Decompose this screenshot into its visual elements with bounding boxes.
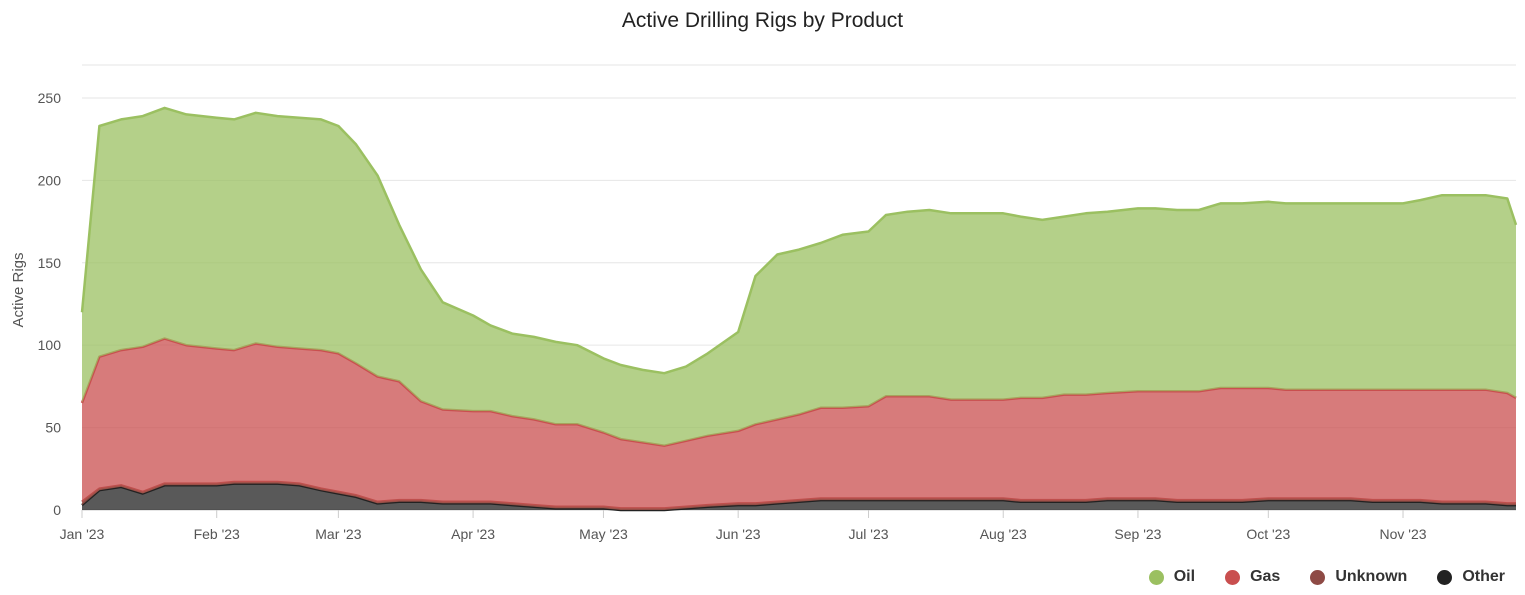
legend-item-oil[interactable]: Oil bbox=[1148, 568, 1196, 586]
legend-label: Other bbox=[1462, 568, 1505, 585]
other-swatch-icon bbox=[1437, 569, 1453, 585]
chart-legend: Oil Gas Unknown Other bbox=[1148, 568, 1505, 586]
legend-item-other[interactable]: Other bbox=[1437, 568, 1505, 586]
x-tick-label: Nov '23 bbox=[1380, 526, 1427, 542]
legend-label: Unknown bbox=[1335, 568, 1408, 585]
y-axis-title: Active Rigs bbox=[10, 252, 27, 327]
y-tick-label: 250 bbox=[38, 90, 62, 106]
area-gas[interactable] bbox=[82, 338, 1516, 509]
y-tick-label: 200 bbox=[38, 172, 62, 188]
y-tick-label: 100 bbox=[38, 337, 62, 353]
x-tick-label: May '23 bbox=[579, 526, 628, 542]
x-tick-label: Mar '23 bbox=[315, 526, 361, 542]
area-unknown[interactable] bbox=[82, 482, 1516, 510]
x-tick-label: Jan '23 bbox=[60, 526, 105, 542]
y-tick-label: 0 bbox=[53, 502, 61, 518]
axis-ticks: 0 50 100 150 200 250 Jan '23 Feb '23 Mar '23 Apr … bbox=[38, 90, 1427, 542]
area-oil[interactable] bbox=[82, 107, 1516, 446]
x-tick-label: Apr '23 bbox=[451, 526, 495, 542]
y-tick-label: 50 bbox=[45, 420, 61, 436]
x-tick-label: Jul '23 bbox=[849, 526, 889, 542]
legend-item-unknown[interactable]: Unknown bbox=[1310, 568, 1407, 586]
x-tick-label: Jun '23 bbox=[716, 526, 761, 542]
legend-label: Oil bbox=[1173, 568, 1196, 585]
x-tick-label: Sep '23 bbox=[1114, 526, 1161, 542]
line-oil bbox=[80, 106, 1518, 375]
y-tick-label: 150 bbox=[38, 255, 62, 271]
unknown-swatch-icon bbox=[1310, 569, 1326, 585]
x-tick-label: Oct '23 bbox=[1246, 526, 1290, 542]
legend-label: Gas bbox=[1250, 568, 1281, 585]
gas-swatch-icon bbox=[1225, 569, 1241, 585]
area-series bbox=[80, 106, 1518, 512]
x-tick-label: Feb '23 bbox=[194, 526, 240, 542]
chart-title: Active Drilling Rigs by Product bbox=[621, 9, 904, 32]
oil-swatch-icon bbox=[1148, 569, 1164, 585]
legend-item-gas[interactable]: Gas bbox=[1225, 568, 1280, 586]
x-tick-label: Aug '23 bbox=[980, 526, 1027, 542]
